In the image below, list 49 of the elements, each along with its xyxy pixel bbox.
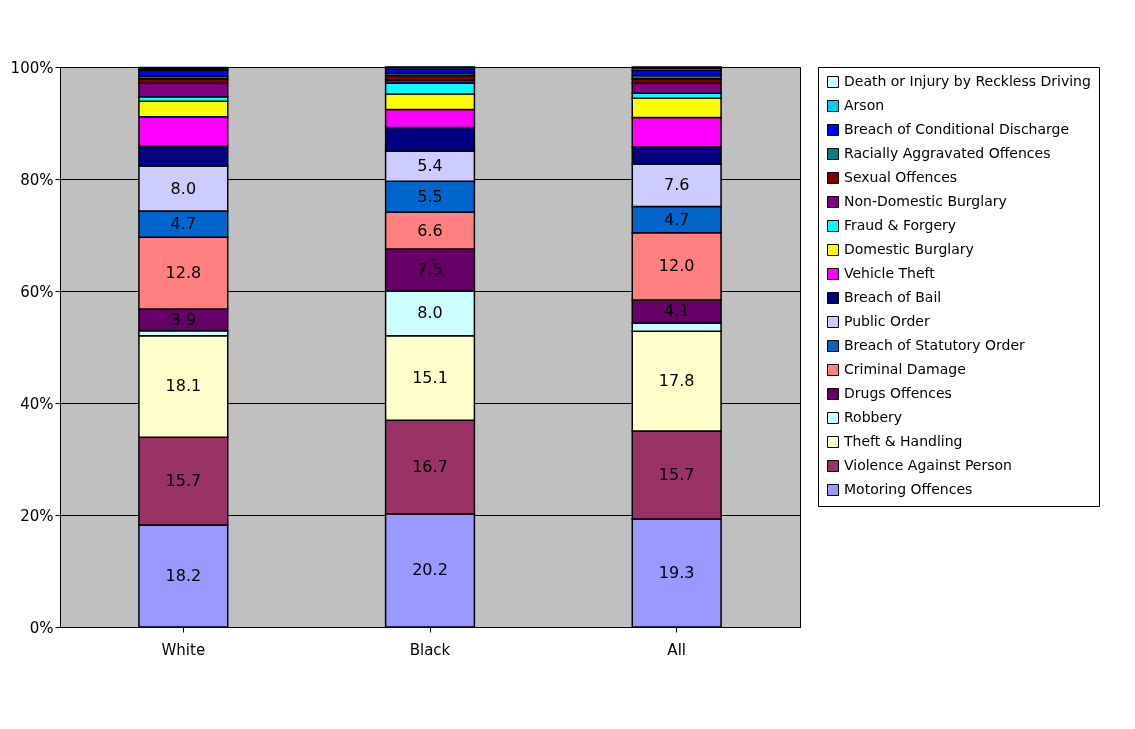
- legend-label: Racially Aggravated Offences: [844, 145, 1051, 161]
- data-label: 12.0: [658, 256, 695, 276]
- legend-label: Breach of Bail: [844, 289, 942, 305]
- data-label: 3.9: [170, 309, 197, 329]
- x-tick-label: All: [667, 640, 686, 659]
- y-tick-label: 20%: [20, 506, 54, 525]
- data-label: 6.6: [417, 220, 443, 240]
- legend-label: Violence Against Person: [844, 457, 1012, 473]
- legend-label: Criminal Damage: [844, 361, 966, 377]
- data-label: 4.1: [663, 301, 690, 321]
- data-label: 18.1: [165, 376, 202, 396]
- data-label: 8.0: [417, 303, 443, 323]
- data-label: 19.3: [658, 562, 695, 582]
- data-label: 15.7: [658, 464, 695, 484]
- legend-label: Theft & Handling: [843, 433, 963, 449]
- data-label: 15.7: [165, 471, 202, 491]
- x-tick-label: White: [161, 640, 206, 659]
- data-label: 20.2: [412, 560, 448, 580]
- legend-label: Breach of Conditional Discharge: [844, 121, 1070, 137]
- data-label: 15.1: [412, 368, 448, 388]
- legend-label: Non-Domestic Burglary: [844, 193, 1007, 209]
- legend-label: Vehicle Theft: [844, 265, 936, 281]
- data-label: 7.5: [417, 260, 443, 279]
- legend-label: Robbery: [844, 409, 903, 425]
- legend-label: Sexual Offences: [844, 169, 958, 185]
- data-label: 8.0: [170, 178, 197, 198]
- data-label: 5.4: [417, 156, 443, 176]
- legend-label: Fraud & Forgery: [844, 217, 957, 233]
- data-label: 12.8: [165, 263, 202, 283]
- legend-label: Arson: [844, 97, 885, 113]
- data-label: 4.7: [170, 214, 197, 234]
- legend-label: Breach of Statutory Order: [844, 337, 1026, 353]
- data-label: 16.7: [412, 457, 448, 477]
- legend-label: Death or Injury by Reckless Driving: [844, 73, 1091, 89]
- data-label: 7.6: [663, 175, 690, 195]
- y-tick-label: 40%: [20, 394, 54, 413]
- x-tick-label: Black: [409, 640, 451, 659]
- legend-label: Domestic Burglary: [844, 241, 974, 257]
- y-tick-label: 60%: [20, 282, 54, 301]
- y-tick-label: 0%: [29, 618, 54, 637]
- y-tick-label: 100%: [10, 58, 54, 77]
- legend-label: Public Order: [844, 313, 930, 329]
- data-label: 4.7: [663, 209, 690, 229]
- legend-label: Drugs Offences: [844, 385, 952, 401]
- legend-label: Motoring Offences: [844, 481, 973, 497]
- data-label: 5.5: [417, 186, 443, 206]
- data-label: 18.2: [165, 566, 202, 586]
- data-label: 17.8: [658, 371, 695, 391]
- y-tick-label: 80%: [20, 170, 54, 189]
